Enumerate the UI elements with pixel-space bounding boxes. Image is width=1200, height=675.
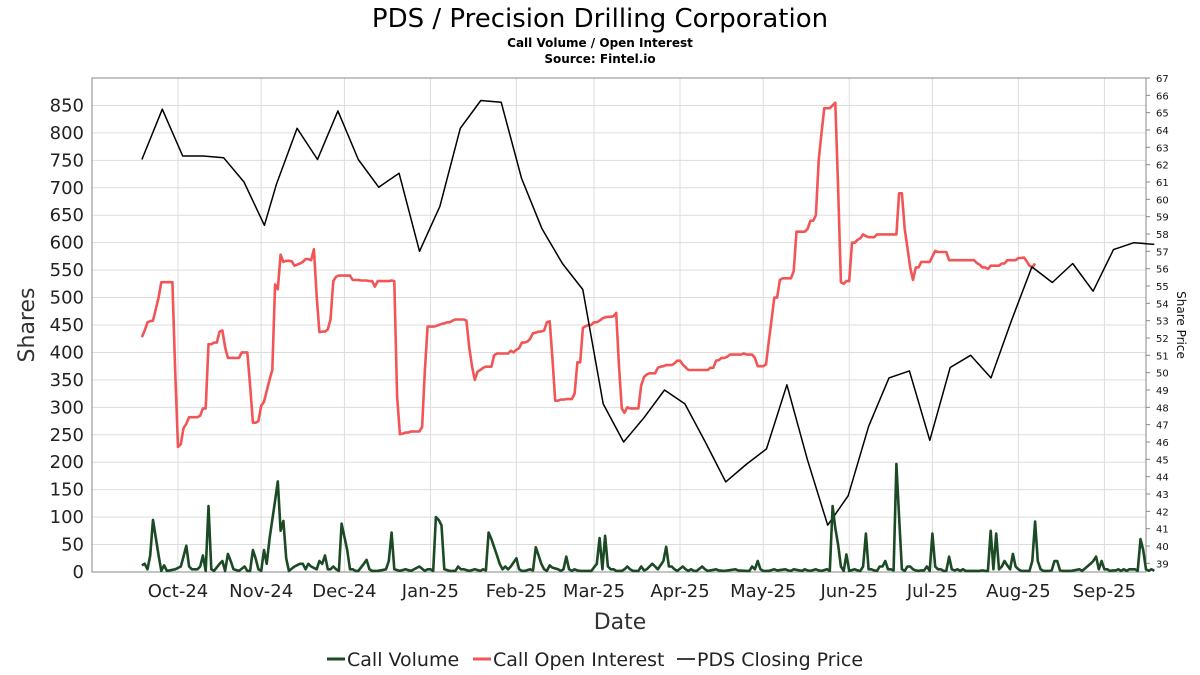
y-tick-right: 41 — [1156, 525, 1169, 536]
series-line-call-volume — [141, 462, 1155, 573]
legend-call-open-interest: Call Open Interest — [493, 649, 665, 671]
legend: Call Volume Call Open Interest PDS Closi… — [327, 649, 863, 671]
y-tick-right: 62 — [1156, 161, 1169, 172]
y-tick-right: 64 — [1156, 126, 1169, 137]
left-axis-ticks: 0 50 100 150 200 250 300 350 400 450 500 550 600 650 7… — [50, 95, 84, 583]
y-tick-left: 200 — [50, 452, 84, 473]
y-tick-right: 63 — [1156, 143, 1169, 154]
x-tick: Sep-25 — [1073, 581, 1136, 602]
y-tick-right: 65 — [1156, 109, 1169, 120]
x-tick: Nov-24 — [229, 581, 293, 602]
x-tick: Apr-25 — [650, 581, 709, 602]
chart-subtitle: Call Volume / Open Interest — [507, 36, 693, 50]
x-tick: Jul-25 — [906, 581, 958, 602]
grid — [92, 78, 1146, 573]
y-tick-right: 67 — [1156, 74, 1169, 85]
y-tick-left: 150 — [50, 480, 84, 501]
series-line-call-open-interest — [140, 101, 1037, 449]
chart-source: Source: Fintel.io — [544, 52, 655, 66]
y-tick-left: 450 — [50, 315, 84, 336]
y-tick-right: 50 — [1156, 369, 1169, 380]
y-tick-right: 46 — [1156, 438, 1169, 449]
y-tick-left: 250 — [50, 425, 84, 446]
y-tick-left: 0 — [73, 562, 84, 583]
y-tick-right: 57 — [1156, 247, 1169, 258]
y-tick-left: 100 — [50, 507, 84, 528]
y-tick-left: 350 — [50, 370, 84, 391]
y-tick-right: 42 — [1156, 507, 1169, 518]
x-axis-ticks: Oct-24 Nov-24 Dec-24 Jan-25 Feb-25 Mar-25 Apr-… — [148, 581, 1136, 602]
y-tick-right: 60 — [1156, 195, 1169, 206]
series-line-pds-closing-price — [141, 99, 1155, 526]
y-tick-left: 50 — [61, 535, 84, 556]
y-tick-left: 750 — [50, 150, 84, 171]
x-tick: Oct-24 — [148, 581, 209, 602]
y-tick-left: 500 — [50, 288, 84, 309]
right-axis-ticks: 39 40 41 42 43 44 45 46 47 48 49 50 51 52 53 54 55 56 57 58… — [1146, 74, 1169, 570]
x-tick: Jun-25 — [819, 581, 878, 602]
y-tick-right: 47 — [1156, 421, 1169, 432]
y-tick-left: 600 — [50, 233, 84, 254]
x-tick: Feb-25 — [486, 581, 547, 602]
y-tick-right: 58 — [1156, 230, 1169, 241]
y-tick-left: 700 — [50, 178, 84, 199]
y-axis-label-right: Share Price — [1174, 291, 1188, 359]
y-tick-right: 49 — [1156, 386, 1169, 397]
y-tick-right: 44 — [1156, 473, 1169, 484]
x-tick: Dec-24 — [312, 581, 376, 602]
chart-title: PDS / Precision Drilling Corporation — [372, 4, 828, 34]
y-tick-right: 53 — [1156, 317, 1169, 328]
y-tick-right: 55 — [1156, 282, 1169, 293]
legend-closing-price: PDS Closing Price — [697, 649, 863, 671]
x-tick: May-25 — [730, 581, 796, 602]
y-tick-left: 800 — [50, 123, 84, 144]
x-axis-label: Date — [594, 610, 647, 635]
y-tick-right: 51 — [1156, 351, 1169, 362]
x-tick: Mar-25 — [563, 581, 625, 602]
y-tick-right: 59 — [1156, 213, 1169, 224]
y-tick-right: 54 — [1156, 299, 1169, 310]
y-tick-right: 52 — [1156, 334, 1169, 345]
y-tick-right: 39 — [1156, 559, 1169, 570]
y-tick-left: 650 — [50, 205, 84, 226]
y-tick-left: 400 — [50, 342, 84, 363]
y-tick-left: 550 — [50, 260, 84, 281]
y-tick-right: 40 — [1156, 542, 1169, 553]
y-tick-right: 48 — [1156, 403, 1169, 414]
series-layer — [140, 99, 1155, 573]
y-axis-label-left: Shares — [15, 288, 40, 363]
legend-call-volume: Call Volume — [347, 649, 459, 671]
y-tick-right: 61 — [1156, 178, 1169, 189]
y-tick-right: 45 — [1156, 455, 1169, 466]
y-tick-right: 43 — [1156, 490, 1169, 501]
y-tick-right: 56 — [1156, 265, 1169, 276]
y-tick-left: 300 — [50, 397, 84, 418]
y-tick-right: 66 — [1156, 91, 1169, 102]
x-tick: Aug-25 — [986, 581, 1051, 602]
y-tick-left: 850 — [50, 95, 84, 116]
x-tick: Jan-25 — [401, 581, 459, 602]
